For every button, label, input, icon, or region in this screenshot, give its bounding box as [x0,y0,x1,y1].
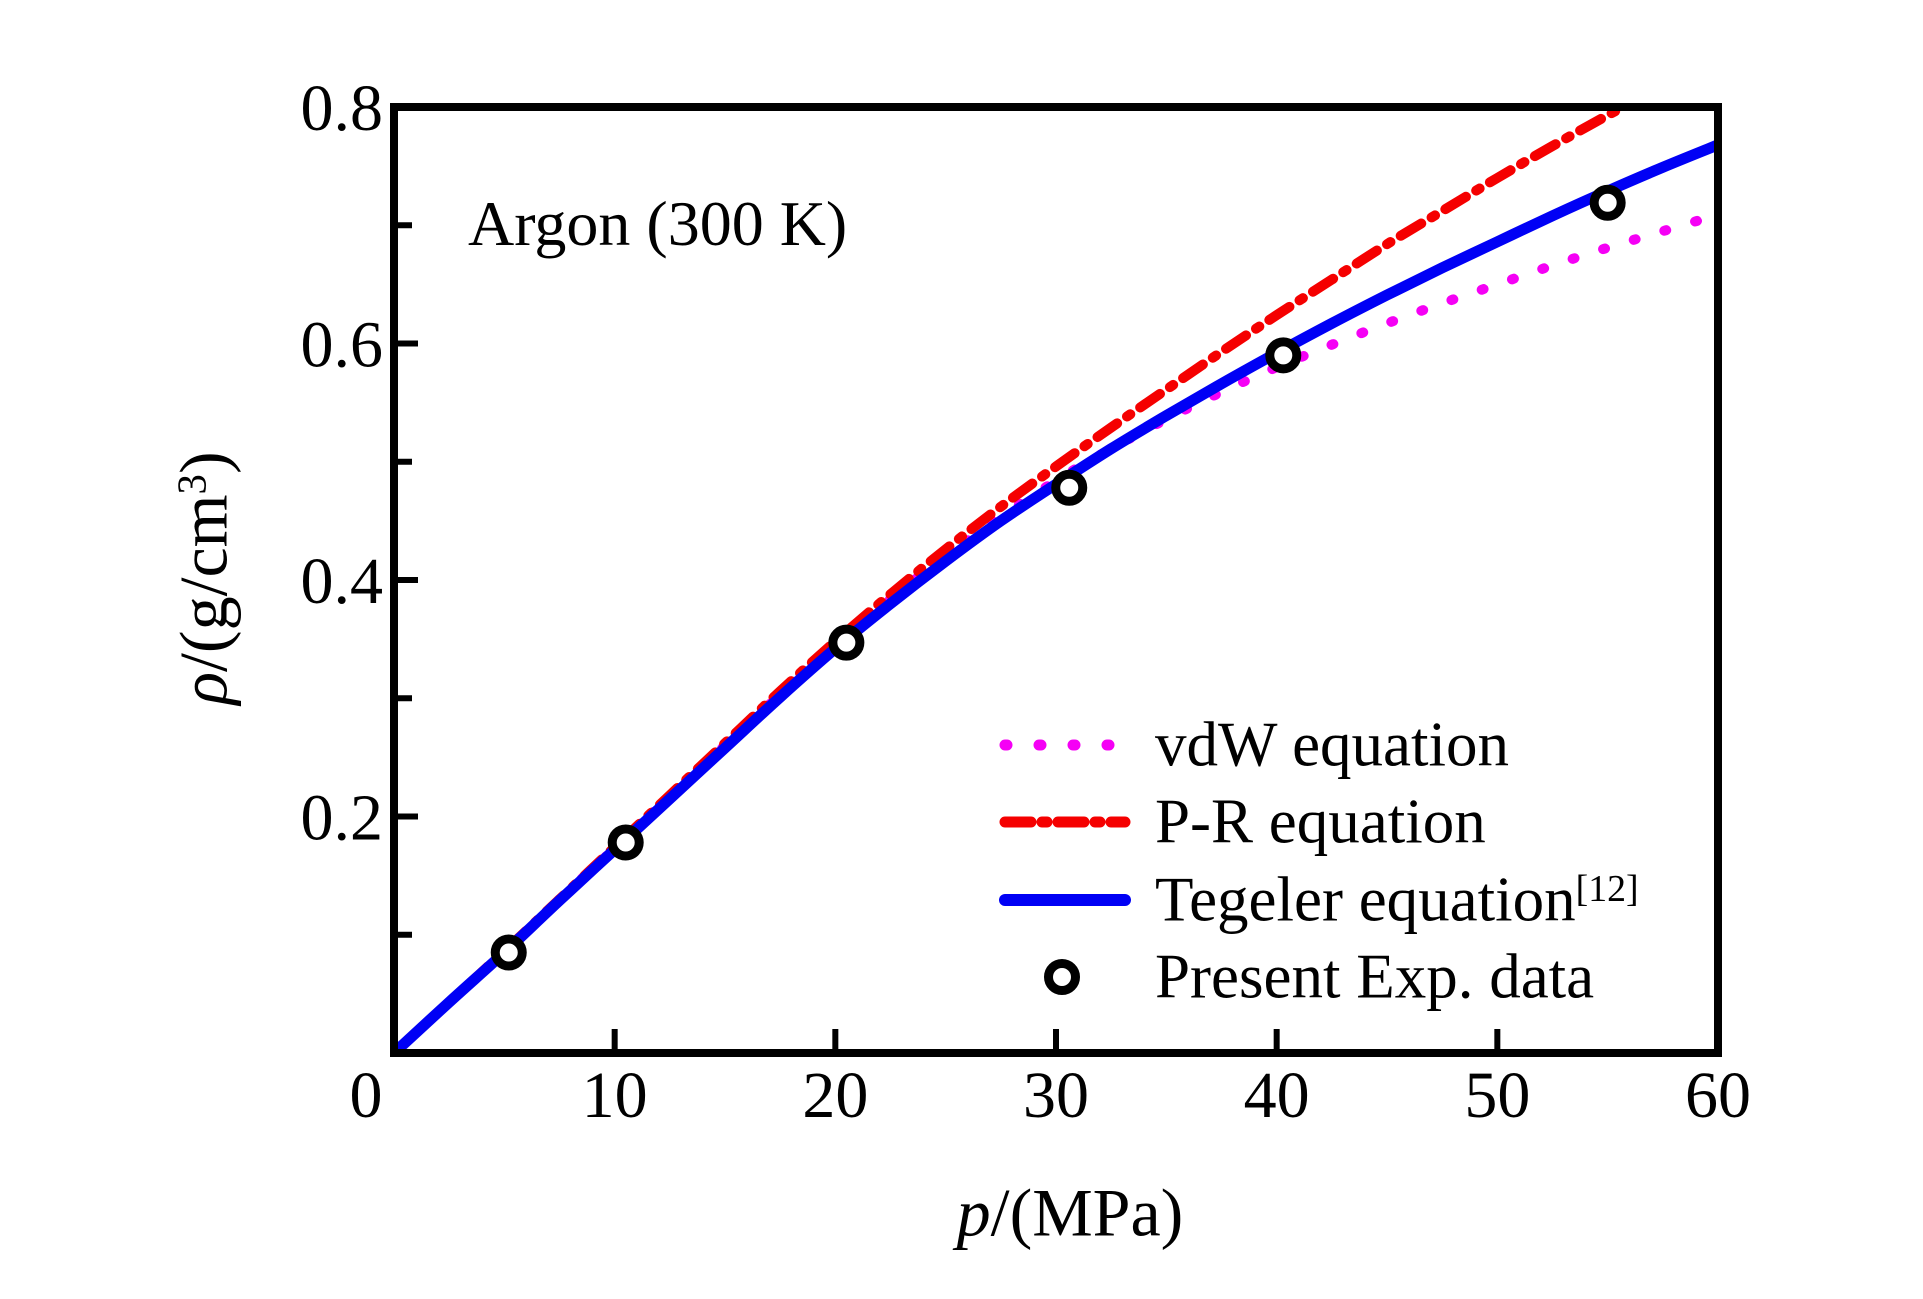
y-axis-symbol: ρ [165,671,242,705]
y-axis-label: ρ/(g/cm3) [165,451,244,704]
plot-title: Argon (300 K) [468,187,847,261]
exp-data-point-3 [828,624,865,661]
legend-label-vdw-text: vdW equation [1155,709,1510,780]
x-axis-label: p/(MPa) [957,1174,1184,1253]
plot-title-text: Argon (300 K) [468,188,848,259]
exp-data-point-5 [1265,337,1302,374]
x-axis-symbol: p [956,1174,991,1251]
x-tick-label-60: 60 [1685,1059,1751,1132]
y-axis-units-exponent: 3 [169,474,215,495]
x-tick-label-0: 0 [350,1059,383,1132]
curve-solid [394,139,1718,1053]
plot-frame [390,103,1722,1057]
exp-data-point-4 [1051,469,1088,506]
x-tick-label-20: 20 [802,1059,868,1132]
x-tick-label-10: 10 [582,1059,648,1132]
legend-label-vdw: vdW equation [1155,713,1509,777]
exp-data-point-1 [490,934,527,971]
x-axis-units: /(MPa) [990,1174,1184,1251]
legend-label-tegeler-text: Tegeler equation [1155,864,1576,935]
y-tick-label-0.6: 0.6 [301,309,384,382]
legend-label-exp-text: Present Exp. data [1155,941,1595,1012]
legend-label-tegeler: Tegeler equation[12] [1155,867,1639,932]
legend-label-exp: Present Exp. data [1155,945,1594,1009]
x-tick-label-40: 40 [1244,1059,1310,1132]
y-axis-units-close: ) [165,451,242,475]
y-tick-label-0.8: 0.8 [301,72,384,145]
y-tick-label-0.4: 0.4 [301,545,384,618]
y-axis-units: /(g/cm [165,494,242,672]
legend-marker-exp-circle [1044,959,1080,995]
legend-label-pr: P-R equation [1155,790,1486,854]
legend-label-tegeler-ref: [12] [1575,867,1639,910]
legend-label-pr-text: P-R equation [1155,786,1486,857]
x-tick-label-30: 30 [1023,1059,1089,1132]
y-tick-label-0.2: 0.2 [301,782,384,855]
x-tick-label-50: 50 [1464,1059,1530,1132]
exp-data-point-6 [1589,184,1626,221]
exp-data-point-2 [607,824,644,861]
